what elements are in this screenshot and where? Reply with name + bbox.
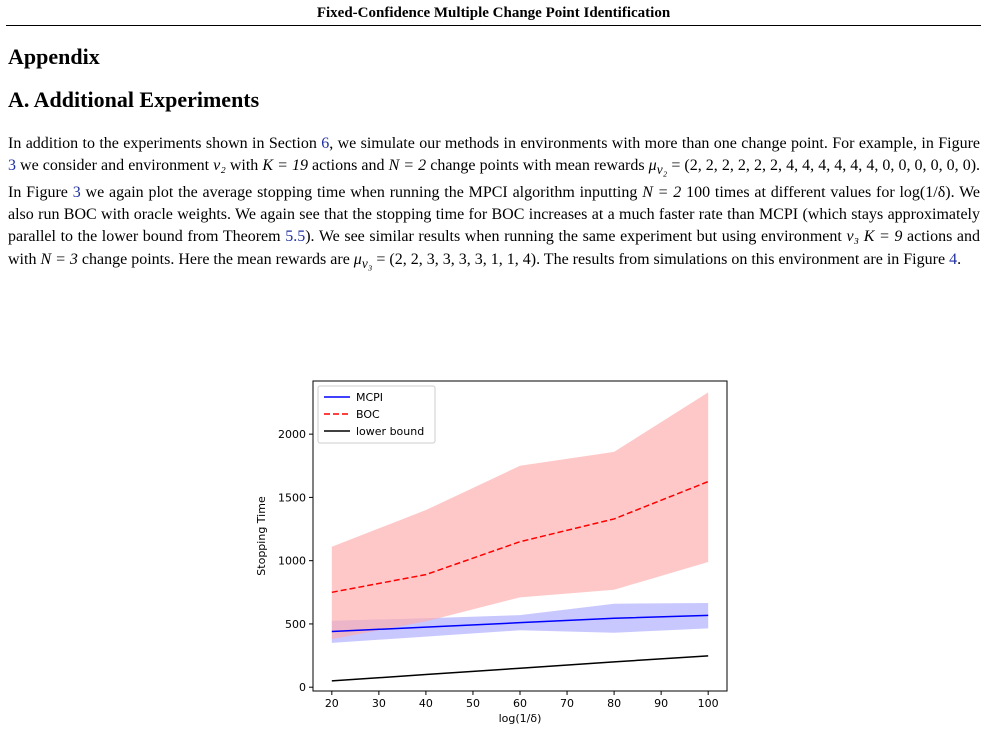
text-run: actions and with [8, 228, 981, 268]
appendix-heading: Appendix [8, 44, 100, 69]
legend-label: MCPI [356, 391, 383, 404]
math-mu-v2-sub: v₂ [656, 162, 668, 178]
math-mu-v3-vector: = (2, 2, 3, 3, 3, 3, 1, 1, 4) [372, 250, 537, 268]
math-k9: K = 9 [859, 228, 903, 246]
x-axis-label: log(1/δ) [499, 712, 542, 725]
text-run: In addition to the experiments shown in … [8, 135, 322, 152]
lower-bound-series-line [331, 655, 709, 682]
text-run: we again plot the average stopping time … [80, 183, 643, 201]
text-run: change points with mean rewards [426, 157, 649, 175]
math-mu-v3-sub: v₃ [361, 255, 373, 271]
section-ref-link[interactable]: 6 [321, 135, 330, 152]
x-tick-label: 50 [466, 697, 480, 710]
x-tick-label: 80 [607, 697, 621, 710]
text-run: we consider and environment [16, 157, 214, 175]
figure-ref-link[interactable]: 3 [8, 157, 16, 175]
text-run: actions and [307, 157, 389, 175]
header-rule [6, 25, 981, 26]
stopping-time-figure: 20 30 40 50 60 70 80 90 100 0 500 1000 1500 2000 log… [250, 375, 730, 731]
math-env-v2: v₂ [213, 157, 226, 175]
math-env-v3: v₃ [846, 228, 860, 246]
y-tick-label: 2000 [278, 428, 306, 441]
figure-ref-link[interactable]: 4 [949, 250, 958, 268]
x-tick-label: 60 [513, 697, 527, 710]
x-tick-label: 90 [654, 697, 668, 710]
text-run: with [225, 157, 263, 175]
y-tick-label: 500 [285, 618, 306, 631]
math-mu-v2-vector: = (2, 2, 2, 2, 2, 2, 4, 4, 4, 4, 4, 4, 0… [667, 157, 977, 175]
x-tick-label: 70 [560, 697, 574, 710]
text-run: . We also run BOC with oracle weights. W… [8, 183, 981, 246]
figure-ref-link[interactable]: 3 [72, 183, 81, 201]
math-k19: K = 19 [262, 157, 308, 175]
text-run: 100 times at different values for [681, 183, 900, 201]
chart-legend: MCPI BOC lower bound [317, 385, 436, 444]
text-run: change points. Here the mean rewards are [77, 250, 354, 268]
legend-label: BOC [356, 408, 380, 421]
body-paragraph: In addition to the experiments shown in … [8, 133, 980, 275]
running-head: Fixed-Confidence Multiple Change Point I… [316, 5, 671, 21]
section-heading: A. Additional Experiments [8, 87, 260, 112]
text-run: ). We see similar results when running t… [305, 228, 847, 246]
y-tick-label: 1000 [278, 555, 306, 568]
math-n2: N = 2 [642, 183, 682, 201]
text-run: , we simulate our methods in environment… [329, 135, 981, 152]
math-mu-v3: μ [353, 250, 362, 268]
legend-label: lower bound [356, 425, 424, 438]
text-run: . [957, 250, 962, 268]
x-tick-label: 100 [698, 697, 719, 710]
boc-confidence-band [331, 392, 709, 640]
boc-series-line [331, 480, 709, 594]
y-tick-label: 1500 [278, 491, 306, 504]
stopping-time-chart: 20 30 40 50 60 70 80 90 100 0 500 1000 1500 2000 log… [255, 380, 728, 725]
legend-box [317, 385, 436, 444]
y-tick-label: 0 [299, 681, 306, 694]
math-n2: N = 2 [388, 157, 427, 175]
y-axis-label: Stopping Time [255, 496, 268, 576]
x-tick-label: 20 [325, 697, 339, 710]
mcpi-series-line [331, 614, 709, 633]
text-run: . In Figure [8, 157, 981, 201]
math-log-term: log(1/δ) [899, 183, 951, 201]
text-run: . The results from simulations on this e… [536, 250, 950, 268]
x-tick-label: 30 [372, 697, 386, 710]
x-tick-label: 40 [419, 697, 433, 710]
theorem-ref-link[interactable]: 5.5 [285, 228, 306, 246]
math-n3: N = 3 [40, 250, 78, 268]
math-mu-v2: μ [648, 157, 657, 175]
